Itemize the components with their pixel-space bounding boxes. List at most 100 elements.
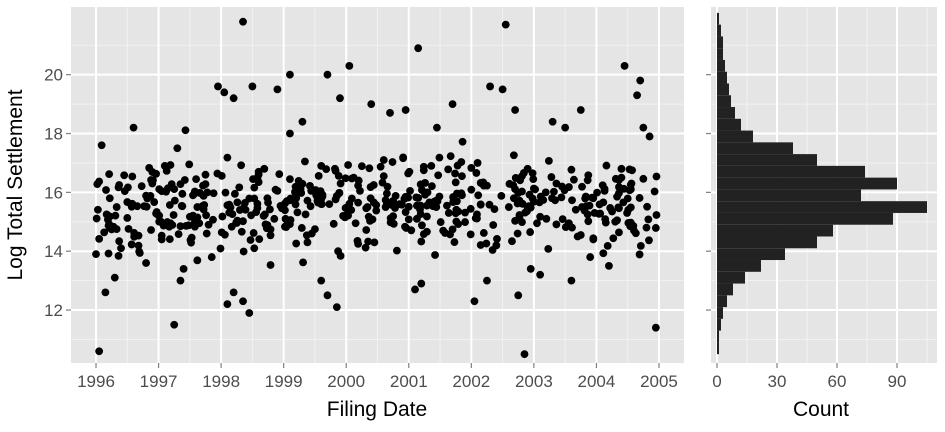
- histogram-bar: [717, 48, 723, 60]
- scatter-point: [92, 214, 101, 223]
- scatter-point: [266, 231, 275, 240]
- scatter-point: [307, 186, 316, 195]
- scatter-point: [542, 214, 551, 223]
- scatter-point: [509, 151, 518, 160]
- scatter-point: [150, 198, 159, 206]
- scatter-point: [250, 244, 259, 253]
- scatter-point: [450, 238, 459, 246]
- scatter-point: [317, 276, 326, 285]
- scatter-point: [416, 210, 425, 219]
- scatter-point: [357, 162, 366, 171]
- scatter-point: [547, 173, 556, 181]
- scatter-point: [631, 229, 640, 238]
- scatter-point: [620, 61, 629, 70]
- scatter-point: [611, 174, 620, 183]
- scatter-point: [311, 225, 319, 234]
- scatter-points: [92, 17, 661, 359]
- scatter-point: [349, 173, 358, 182]
- scatter-point: [552, 179, 561, 188]
- scatter-point: [322, 165, 331, 174]
- histogram-bars: [717, 12, 927, 355]
- scatter-point: [213, 169, 222, 178]
- scatter-point: [230, 189, 239, 198]
- scatter-point: [476, 200, 485, 209]
- scatter-point: [644, 215, 653, 224]
- scatter-point: [336, 94, 344, 103]
- x-tick-label: 1998: [202, 372, 240, 391]
- histogram-bar: [717, 201, 927, 213]
- scatter-point: [603, 242, 612, 250]
- scatter-point: [157, 231, 166, 240]
- scatter-point: [449, 193, 458, 201]
- scatter-point: [286, 175, 294, 184]
- histogram-bar: [717, 154, 817, 166]
- scatter-point: [159, 221, 168, 230]
- scatter-point: [401, 208, 410, 216]
- scatter-point: [441, 229, 449, 237]
- scatter-point: [362, 226, 371, 234]
- scatter-point: [586, 253, 595, 261]
- scatter-point: [275, 170, 284, 179]
- scatter-point: [344, 161, 353, 169]
- scatter-point: [114, 252, 123, 260]
- scatter-point: [168, 221, 177, 229]
- scatter-point: [488, 246, 497, 254]
- scatter-point: [253, 204, 262, 212]
- scatter-point: [232, 219, 241, 227]
- scatter-point: [178, 189, 187, 198]
- x-tick-label: 0: [712, 372, 721, 391]
- scatter-point: [93, 205, 102, 214]
- scatter-point: [202, 229, 211, 238]
- scatter-point: [511, 174, 520, 182]
- scatter-point: [651, 323, 660, 332]
- scatter-point: [639, 123, 648, 132]
- scatter-point: [266, 261, 275, 269]
- scatter-point: [615, 228, 623, 237]
- scatter-point: [306, 202, 315, 211]
- scatter-point: [567, 165, 576, 174]
- scatter-point: [97, 141, 106, 150]
- scatter-point: [190, 189, 199, 198]
- y-tick-label: 20: [44, 66, 63, 85]
- scatter-point: [526, 228, 535, 236]
- scatter-point: [513, 229, 522, 238]
- scatter-point: [645, 132, 654, 141]
- scatter-point: [407, 226, 416, 235]
- scatter-point: [435, 153, 444, 162]
- scatter-point: [379, 156, 388, 164]
- scatter-point: [95, 177, 104, 186]
- scatter-point: [95, 347, 104, 356]
- scatter-point: [533, 219, 541, 228]
- scatter-point: [336, 179, 345, 188]
- scatter-point: [608, 207, 616, 216]
- scatter-point: [529, 175, 538, 184]
- scatter-point: [451, 169, 459, 178]
- scatter-point: [615, 204, 623, 213]
- scatter-point: [178, 202, 187, 211]
- scatter-point: [294, 176, 303, 185]
- scatter-point: [185, 160, 194, 169]
- histogram-bar: [717, 177, 897, 190]
- scatter-point: [388, 158, 397, 166]
- x-tick-label: 1999: [265, 372, 303, 391]
- scatter-point: [619, 198, 628, 207]
- histogram-bar: [717, 24, 721, 37]
- scatter-point: [609, 234, 618, 243]
- scatter-point: [216, 244, 225, 253]
- scatter-point: [101, 288, 110, 297]
- scatter-point: [361, 243, 370, 252]
- scatter-point: [115, 237, 124, 246]
- scatter-point: [221, 188, 230, 197]
- scatter-point: [166, 161, 175, 169]
- scatter-point: [539, 196, 548, 204]
- scatter-point: [273, 85, 282, 94]
- scatter-point: [544, 156, 553, 165]
- scatter-point: [476, 241, 485, 249]
- scatter-point: [264, 198, 272, 207]
- histogram-panel: 0 30 60 90 Count: [706, 7, 937, 421]
- scatter-point: [325, 200, 334, 209]
- scatter-point: [202, 211, 211, 220]
- scatter-point: [652, 172, 661, 181]
- scatter-point: [601, 218, 610, 227]
